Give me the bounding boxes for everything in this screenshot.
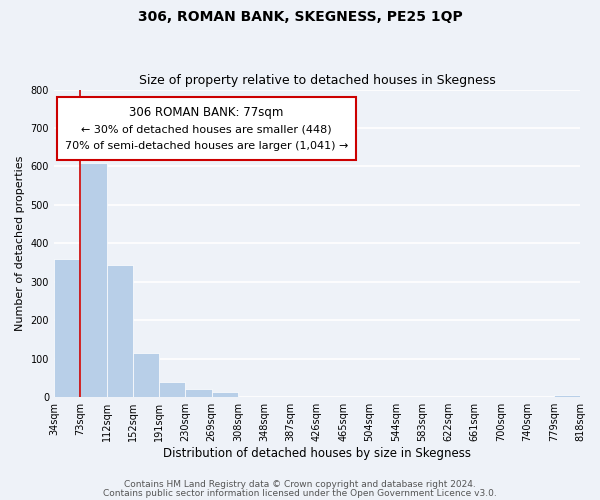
Text: Contains HM Land Registry data © Crown copyright and database right 2024.: Contains HM Land Registry data © Crown c…: [124, 480, 476, 489]
Bar: [159, 382, 185, 397]
Bar: [212, 392, 238, 397]
Text: ← 30% of detached houses are smaller (448): ← 30% of detached houses are smaller (44…: [81, 124, 332, 134]
Text: 70% of semi-detached houses are larger (1,041) →: 70% of semi-detached houses are larger (…: [65, 141, 348, 151]
Text: Contains public sector information licensed under the Open Government Licence v3: Contains public sector information licen…: [103, 490, 497, 498]
Title: Size of property relative to detached houses in Skegness: Size of property relative to detached ho…: [139, 74, 496, 87]
Bar: [185, 388, 212, 397]
X-axis label: Distribution of detached houses by size in Skegness: Distribution of detached houses by size …: [163, 447, 471, 460]
Bar: [554, 396, 580, 397]
Text: 306, ROMAN BANK, SKEGNESS, PE25 1QP: 306, ROMAN BANK, SKEGNESS, PE25 1QP: [137, 10, 463, 24]
Bar: [133, 354, 159, 397]
Bar: [54, 259, 80, 397]
Bar: [107, 266, 133, 397]
FancyBboxPatch shape: [56, 97, 356, 160]
Y-axis label: Number of detached properties: Number of detached properties: [15, 156, 25, 331]
Text: 306 ROMAN BANK: 77sqm: 306 ROMAN BANK: 77sqm: [129, 106, 284, 120]
Bar: [80, 162, 107, 397]
